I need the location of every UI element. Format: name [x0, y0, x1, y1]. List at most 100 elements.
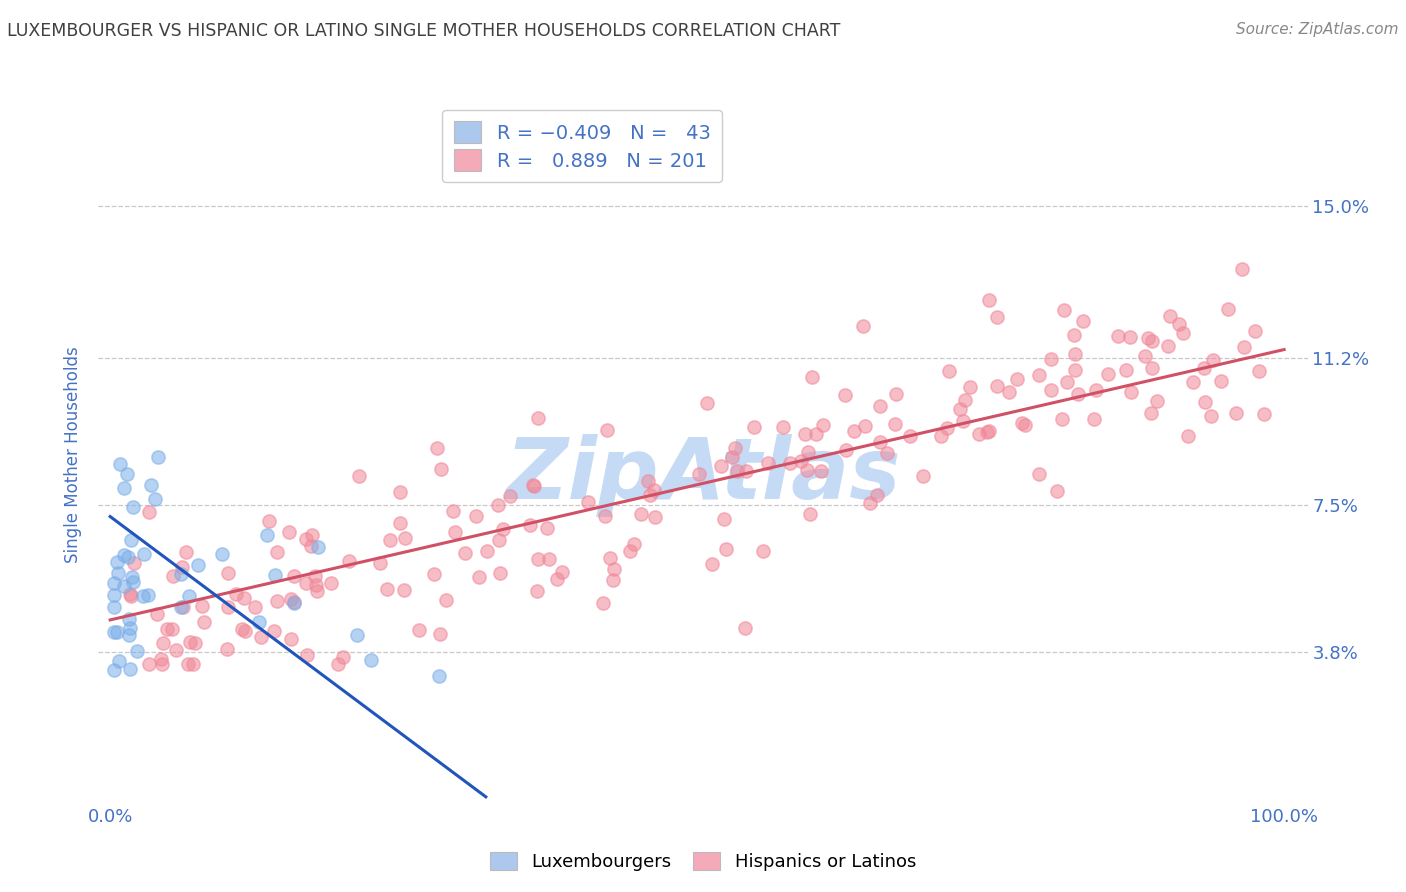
Point [172, 600, 194, 615]
Point [138, 505, 160, 519]
Point [118, 612, 141, 626]
Point [394, 532, 416, 546]
Point [1063, 328, 1085, 343]
Point [249, 630, 271, 644]
Point [714, 541, 737, 556]
Point [156, 623, 179, 637]
Point [304, 569, 326, 583]
Point [1253, 407, 1275, 421]
Point [107, 566, 129, 580]
Point [721, 450, 744, 464]
Point [256, 527, 278, 541]
Point [852, 319, 875, 334]
Point [1233, 339, 1256, 353]
Point [1140, 360, 1163, 375]
Point [576, 494, 599, 508]
Point [136, 587, 159, 601]
Point [976, 425, 998, 440]
Point [368, 556, 391, 570]
Point [162, 569, 184, 583]
Point [492, 523, 515, 537]
Point [599, 551, 621, 566]
Point [146, 450, 169, 465]
Point [427, 669, 450, 683]
Point [177, 657, 200, 671]
Point [1097, 367, 1119, 381]
Point [977, 424, 1000, 438]
Text: LUXEMBOURGER VS HISPANIC OR LATINO SINGLE MOTHER HOUSEHOLDS CORRELATION CHART: LUXEMBOURGER VS HISPANIC OR LATINO SINGL… [7, 22, 841, 40]
Point [1142, 334, 1164, 349]
Point [1050, 411, 1073, 425]
Point [146, 607, 169, 621]
Point [112, 578, 135, 592]
Point [233, 624, 256, 638]
Point [801, 370, 824, 384]
Point [423, 566, 446, 581]
Point [637, 475, 659, 489]
Point [1244, 324, 1267, 338]
Point [217, 566, 239, 581]
Point [1194, 395, 1216, 409]
Point [138, 657, 160, 671]
Point [307, 540, 329, 554]
Point [105, 555, 128, 569]
Point [1146, 393, 1168, 408]
Point [181, 657, 204, 671]
Point [724, 441, 747, 455]
Point [388, 485, 411, 500]
Point [806, 426, 828, 441]
Point [1005, 372, 1028, 386]
Text: Source: ZipAtlas.com: Source: ZipAtlas.com [1236, 22, 1399, 37]
Point [305, 578, 328, 592]
Legend: Luxembourgers, Hispanics or Latinos: Luxembourgers, Hispanics or Latinos [482, 845, 924, 879]
Point [799, 507, 821, 521]
Point [132, 548, 155, 562]
Point [602, 574, 624, 588]
Point [796, 445, 818, 459]
Point [103, 576, 125, 591]
Point [170, 566, 193, 581]
Point [623, 537, 645, 551]
Point [375, 582, 398, 596]
Point [498, 489, 520, 503]
Point [103, 624, 125, 639]
Point [1056, 375, 1078, 389]
Point [139, 478, 162, 492]
Point [1202, 352, 1225, 367]
Point [619, 544, 641, 558]
Point [1216, 302, 1239, 317]
Point [152, 636, 174, 650]
Point [546, 572, 568, 586]
Point [1249, 364, 1271, 378]
Point [122, 556, 145, 570]
Point [328, 657, 350, 671]
Point [1071, 314, 1094, 328]
Point [443, 525, 465, 540]
Point [756, 456, 779, 470]
Point [263, 568, 285, 582]
Text: ZipAtlas: ZipAtlas [505, 434, 901, 517]
Point [744, 420, 766, 434]
Point [998, 384, 1021, 399]
Y-axis label: Single Mother Households: Single Mother Households [65, 347, 83, 563]
Point [103, 600, 125, 615]
Point [638, 487, 661, 501]
Point [360, 653, 382, 667]
Point [118, 621, 141, 635]
Point [489, 566, 512, 581]
Point [120, 662, 142, 676]
Point [869, 434, 891, 449]
Point [426, 442, 449, 456]
Point [834, 388, 856, 402]
Point [152, 657, 174, 671]
Point [853, 418, 876, 433]
Point [127, 644, 149, 658]
Point [710, 459, 733, 474]
Point [603, 562, 626, 576]
Point [1115, 362, 1137, 376]
Point [1119, 385, 1142, 400]
Point [526, 410, 548, 425]
Point [912, 468, 935, 483]
Point [793, 426, 815, 441]
Point [299, 539, 322, 553]
